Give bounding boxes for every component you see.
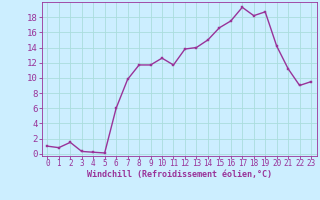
X-axis label: Windchill (Refroidissement éolien,°C): Windchill (Refroidissement éolien,°C) [87,170,272,179]
